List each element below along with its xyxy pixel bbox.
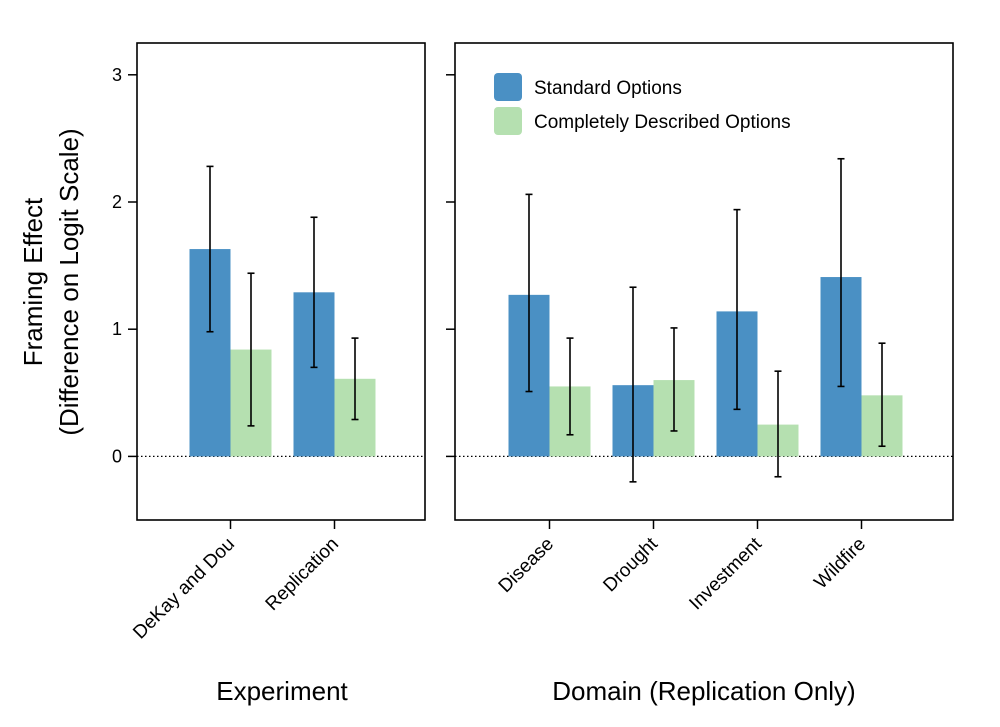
y-axis-title-line-1: Framing Effect	[18, 197, 48, 366]
x-axis-title-panel-1: Experiment	[216, 676, 348, 706]
y-axis-title-line-2: (Difference on Logit Scale)	[54, 128, 84, 435]
x-tick-label-investment: Investment	[685, 533, 766, 614]
legend-label-standard: Standard Options	[534, 78, 682, 99]
y-tick-label-1: 1	[112, 319, 122, 339]
x-tick-label-disease: Disease	[495, 534, 558, 597]
y-tick-label-0: 0	[112, 446, 122, 466]
x-tick-label-dekay-and-dou: DeKay and Dou	[129, 534, 239, 644]
legend-swatch-described	[494, 107, 522, 135]
panel-frame	[454, 42, 954, 521]
y-tick-label-2: 2	[112, 192, 122, 212]
legend-swatch-standard	[494, 73, 522, 101]
y-tick-label-3: 3	[112, 65, 122, 85]
panel-1: DeKay and Dou Replication 0 1 2 3 Experiment	[112, 42, 426, 706]
panel-2: Disease Drought Investment Wildfire Domain (…	[446, 42, 954, 706]
x-tick-label-drought: Drought	[599, 533, 662, 596]
panels-layer: DeKay and Dou Replication 0 1 2 3 Experiment Di…	[112, 42, 954, 706]
x-tick-label-wildfire: Wildfire	[810, 534, 870, 594]
x-axis-title-panel-2: Domain (Replication Only)	[552, 676, 855, 706]
x-tick-label-replication: Replication	[262, 534, 343, 615]
legend: Standard Options Completely Described Opt…	[494, 73, 791, 135]
legend-label-described: Completely Described Options	[534, 112, 791, 133]
panel-frame	[136, 42, 426, 521]
